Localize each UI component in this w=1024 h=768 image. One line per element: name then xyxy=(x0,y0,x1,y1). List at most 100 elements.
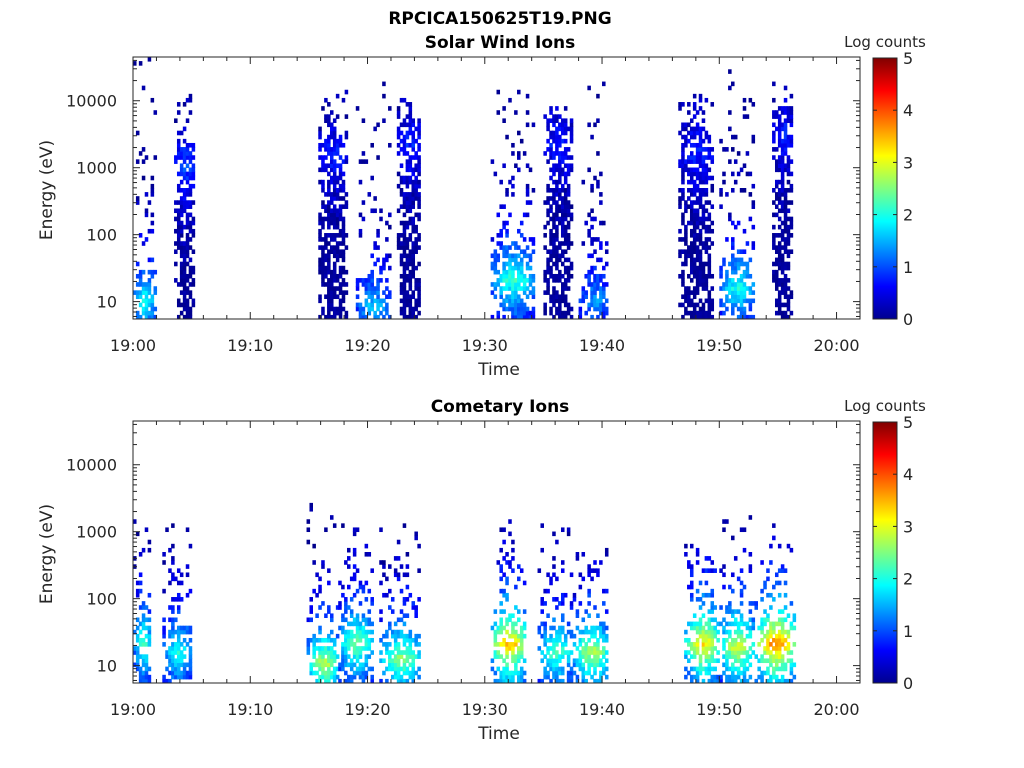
heatmap-cell xyxy=(318,237,322,242)
heatmap-cell xyxy=(364,543,369,549)
heatmap-cell xyxy=(692,237,697,242)
heatmap-cell xyxy=(352,650,357,655)
heatmap-cell xyxy=(549,658,553,664)
heatmap-cell xyxy=(722,257,726,263)
heatmap-cell xyxy=(695,175,700,181)
heatmap-cell xyxy=(505,674,509,680)
heatmap-cell xyxy=(722,171,726,177)
heatmap-cell xyxy=(602,81,606,87)
heatmap-cell xyxy=(327,224,331,230)
heatmap-cell xyxy=(786,629,791,635)
heatmap-cell xyxy=(604,633,609,639)
heatmap-cell xyxy=(335,257,340,263)
heatmap-cell xyxy=(587,650,591,655)
heatmap-cell xyxy=(783,85,788,91)
heatmap-cell xyxy=(757,642,761,647)
heatmap-cell xyxy=(329,130,334,136)
heatmap-cell xyxy=(511,646,515,651)
heatmap-cell xyxy=(733,269,738,275)
heatmap-cell xyxy=(786,171,791,177)
heatmap-cell xyxy=(335,208,340,214)
heatmap-cell xyxy=(344,642,348,647)
heatmap-cell xyxy=(344,310,349,316)
heatmap-cell xyxy=(701,613,706,618)
heatmap-cell xyxy=(338,212,343,218)
heatmap-cell xyxy=(414,633,418,639)
heatmap-cell xyxy=(552,597,556,602)
heatmap-cell xyxy=(379,310,383,316)
heatmap-cell xyxy=(710,314,715,319)
heatmap-cell xyxy=(757,658,761,664)
heatmap-cell xyxy=(385,220,389,226)
heatmap-cell xyxy=(731,310,735,316)
heatmap-cell xyxy=(408,261,413,267)
heatmap-cell xyxy=(760,629,764,635)
heatmap-cell xyxy=(701,212,706,218)
heatmap-cell xyxy=(725,650,729,655)
heatmap-cell xyxy=(335,633,340,639)
heatmap-cell xyxy=(185,314,190,319)
heatmap-cell xyxy=(692,188,697,193)
heatmap-cell xyxy=(321,560,325,565)
heatmap-cell xyxy=(168,568,172,573)
heatmap-cell xyxy=(508,257,512,263)
heatmap-cell xyxy=(364,670,369,676)
heatmap-cell xyxy=(692,302,697,308)
heatmap-cell xyxy=(414,245,418,250)
heatmap-cell xyxy=(318,646,322,651)
heatmap-cell xyxy=(318,298,322,304)
heatmap-cell xyxy=(725,306,729,312)
heatmap-cell xyxy=(514,621,518,627)
heatmap-cell xyxy=(780,159,785,164)
heatmap-cell xyxy=(329,179,334,185)
heatmap-cell xyxy=(171,662,175,668)
heatmap-cell xyxy=(519,637,524,643)
heatmap-cell xyxy=(552,192,556,197)
heatmap-cell xyxy=(162,678,166,683)
heatmap-cell xyxy=(376,278,380,283)
heatmap-cell xyxy=(315,572,319,578)
heatmap-cell xyxy=(176,609,181,614)
heatmap-cell xyxy=(388,650,392,655)
heatmap-cell xyxy=(593,175,597,181)
heatmap-cell xyxy=(731,621,735,627)
heatmap-cell xyxy=(182,290,187,295)
heatmap-cell xyxy=(517,269,521,275)
heatmap-cell xyxy=(332,678,337,683)
heatmap-cell xyxy=(315,613,319,618)
y-tick-label: 100 xyxy=(86,590,117,609)
heatmap-cell xyxy=(604,241,609,246)
heatmap-cell xyxy=(370,629,374,635)
heatmap-cell xyxy=(546,646,550,651)
heatmap-cell xyxy=(552,646,556,651)
heatmap-cell xyxy=(549,208,553,214)
heatmap-cell xyxy=(505,188,509,193)
heatmap-cell xyxy=(147,282,152,287)
heatmap-cell xyxy=(733,629,738,635)
heatmap-cell xyxy=(772,273,776,279)
heatmap-cell xyxy=(402,237,407,242)
heatmap-cell xyxy=(687,286,691,291)
heatmap-cell xyxy=(358,179,363,185)
heatmap-cell xyxy=(147,57,152,62)
heatmap-cell xyxy=(324,237,328,242)
heatmap-cell xyxy=(689,151,694,156)
heatmap-cell xyxy=(745,273,750,279)
heatmap-cell xyxy=(789,183,794,189)
heatmap-cell xyxy=(405,572,410,578)
heatmap-cell xyxy=(414,241,418,246)
heatmap-cell xyxy=(414,535,418,541)
heatmap-cell xyxy=(704,147,709,152)
heatmap-cell xyxy=(329,515,334,520)
heatmap-cell xyxy=(341,196,346,201)
heatmap-cell xyxy=(748,601,753,606)
heatmap-cell xyxy=(719,605,723,610)
heatmap-cell xyxy=(777,249,782,254)
heatmap-cell xyxy=(695,588,700,594)
heatmap-cell xyxy=(147,666,152,672)
heatmap-cell xyxy=(499,245,503,250)
heatmap-cell xyxy=(725,678,729,683)
heatmap-cell xyxy=(329,147,334,152)
heatmap-cell xyxy=(789,601,794,606)
heatmap-cell xyxy=(329,155,334,160)
